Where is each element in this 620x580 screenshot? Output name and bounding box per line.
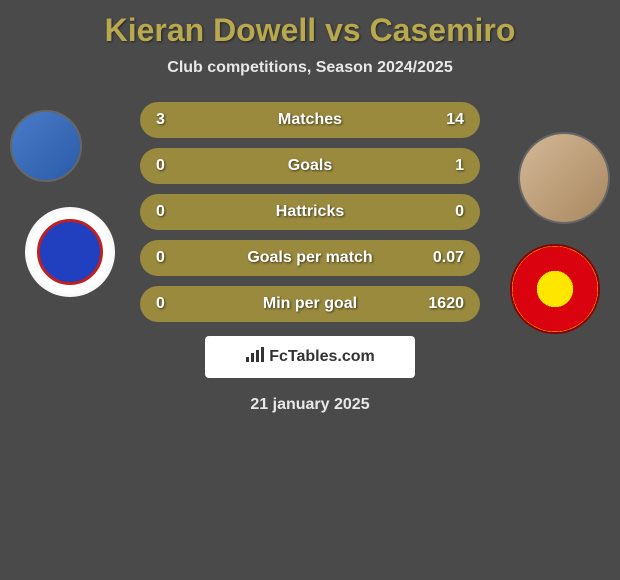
stat-label: Goals (288, 157, 332, 175)
stat-value-left: 0 (156, 157, 196, 175)
stats-table: 3 Matches 14 0 Goals 1 0 Hattricks 0 0 G… (140, 102, 480, 322)
stat-label: Goals per match (247, 249, 372, 267)
page-title: Kieran Dowell vs Casemiro (0, 0, 620, 49)
stat-row: 0 Hattricks 0 (140, 194, 480, 230)
date-text: 21 january 2025 (0, 396, 620, 414)
player-left-avatar (10, 110, 82, 182)
stat-value-right: 1620 (424, 295, 464, 313)
stat-label: Hattricks (276, 203, 344, 221)
subtitle: Club competitions, Season 2024/2025 (0, 59, 620, 77)
stat-value-right: 0 (424, 203, 464, 221)
chart-icon (245, 347, 265, 368)
source-label: FcTables.com (269, 348, 375, 366)
stat-row: 0 Min per goal 1620 (140, 286, 480, 322)
stat-value-right: 0.07 (424, 249, 464, 267)
source-badge: FcTables.com (205, 336, 415, 378)
stat-row: 0 Goals 1 (140, 148, 480, 184)
stat-value-left: 0 (156, 295, 196, 313)
stat-value-left: 0 (156, 249, 196, 267)
stat-value-right: 1 (424, 157, 464, 175)
club-right-badge (510, 244, 600, 334)
stat-row: 0 Goals per match 0.07 (140, 240, 480, 276)
stat-row: 3 Matches 14 (140, 102, 480, 138)
stat-value-right: 14 (424, 111, 464, 129)
stat-value-left: 3 (156, 111, 196, 129)
comparison-area: 3 Matches 14 0 Goals 1 0 Hattricks 0 0 G… (0, 102, 620, 414)
stat-label: Min per goal (263, 295, 357, 313)
player-right-avatar (518, 132, 610, 224)
stat-value-left: 0 (156, 203, 196, 221)
stat-label: Matches (278, 111, 342, 129)
club-left-badge (25, 207, 115, 297)
